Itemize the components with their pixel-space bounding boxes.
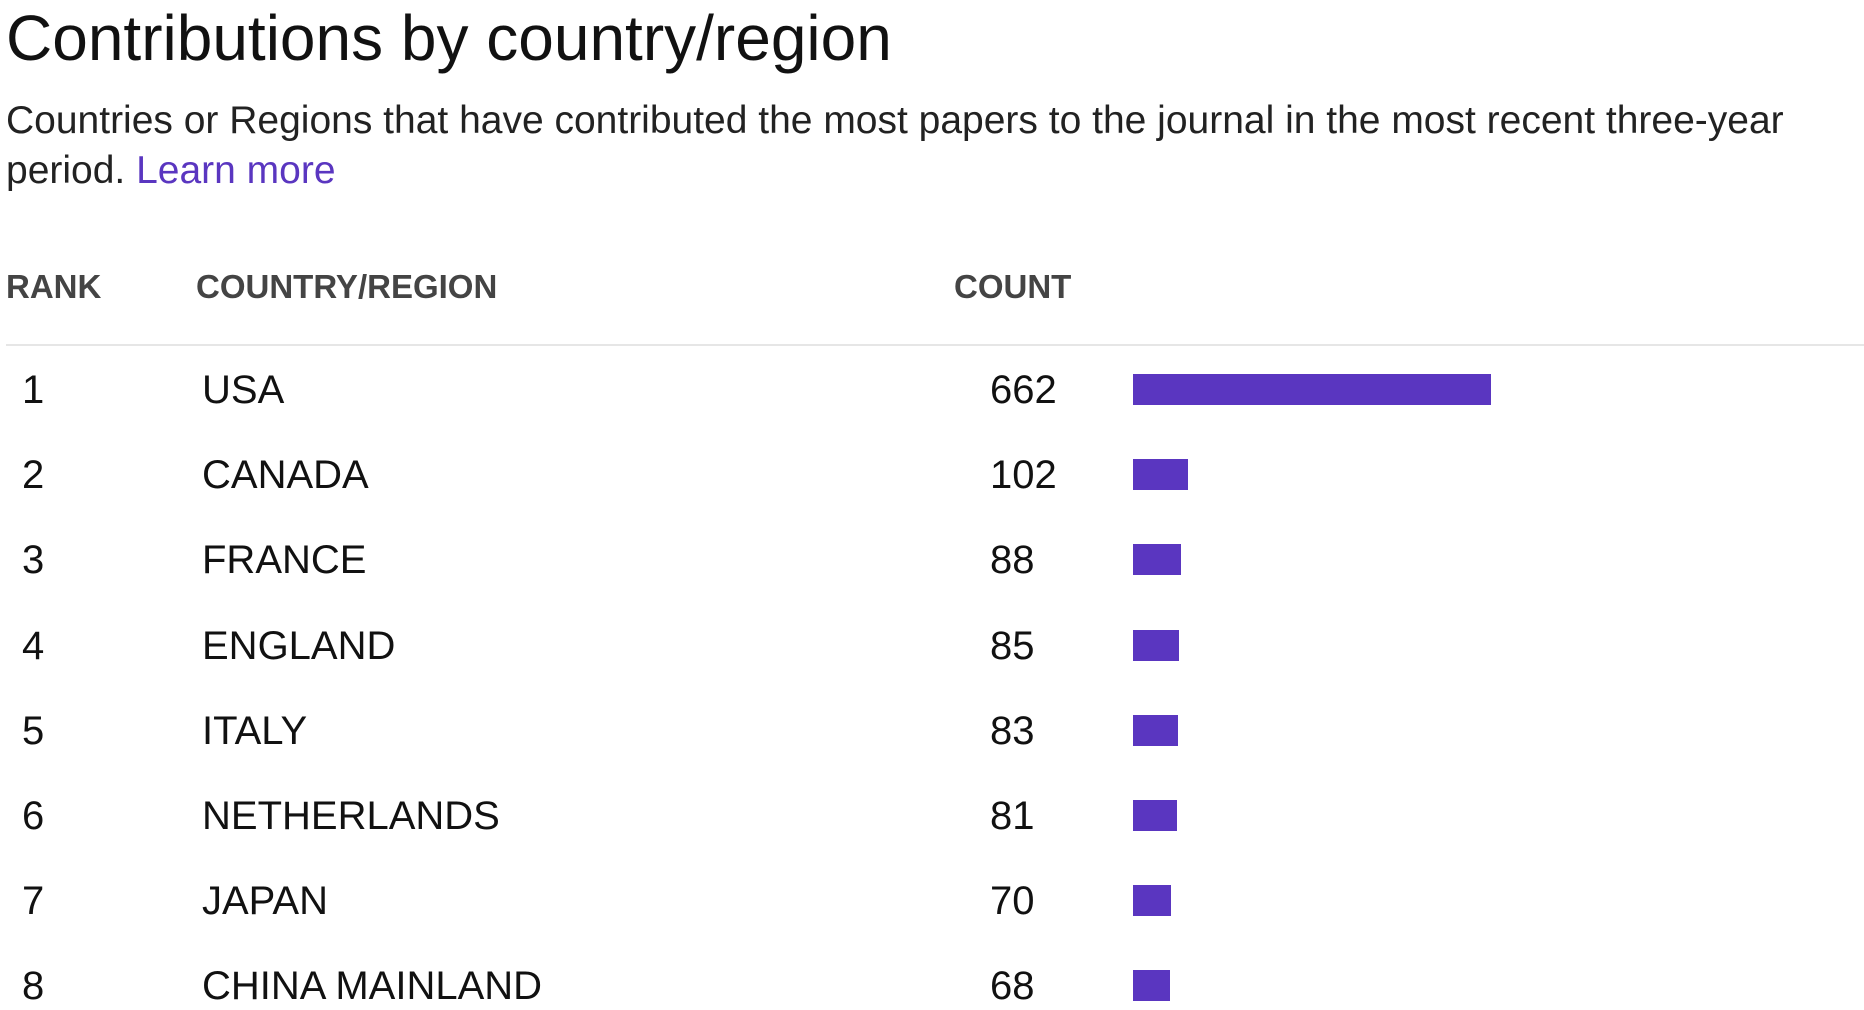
column-header: RANK <box>6 268 102 305</box>
country: NETHERLANDS <box>202 794 500 838</box>
count-bar <box>1133 970 1170 1002</box>
country: CANADA <box>202 453 369 498</box>
title: Contributions by country/region <box>6 2 892 74</box>
rank: 4 <box>22 623 45 668</box>
count-bar <box>1133 544 1181 576</box>
rank: 3 <box>22 538 45 583</box>
count-bar <box>1133 885 1171 917</box>
subtitle: Countries or Regions that have contribut… <box>6 96 1862 196</box>
count: 81 <box>990 794 1035 838</box>
country: FRANCE <box>202 538 367 583</box>
rank: 2 <box>22 453 45 498</box>
count: 88 <box>990 538 1035 583</box>
count: 662 <box>990 368 1057 412</box>
country: ENGLAND <box>202 623 396 668</box>
header-divider <box>6 344 1864 346</box>
country: CHINA MAINLAND <box>202 964 543 1009</box>
count: 102 <box>990 453 1057 498</box>
rank: 6 <box>22 794 45 838</box>
country: ITALY <box>202 708 308 753</box>
count: 85 <box>990 623 1035 668</box>
country: JAPAN <box>202 879 328 924</box>
country: USA <box>202 368 285 412</box>
column-header: COUNTRY/REGION <box>196 268 498 305</box>
count: 83 <box>990 708 1035 753</box>
count-bar <box>1133 629 1179 661</box>
column-header: COUNT <box>954 268 1072 305</box>
rank: 7 <box>22 879 45 924</box>
count: 70 <box>990 879 1035 924</box>
count-bar <box>1133 459 1189 491</box>
count-bar <box>1133 714 1178 746</box>
rank: 5 <box>22 708 45 753</box>
rank: 1 <box>22 368 45 412</box>
subtitle-text: Countries or Regions that have contribut… <box>6 99 1784 192</box>
rank: 8 <box>22 964 45 1009</box>
learn-more-link[interactable]: Learn more <box>136 149 336 192</box>
count: 68 <box>990 964 1035 1009</box>
count-bar <box>1133 800 1177 831</box>
count-bar <box>1133 374 1491 405</box>
